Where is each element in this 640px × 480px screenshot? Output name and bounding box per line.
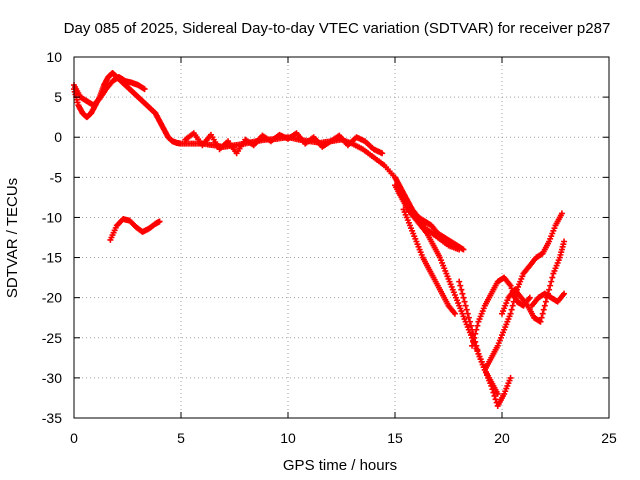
grid (74, 57, 609, 418)
chart-title: Day 085 of 2025, Sidereal Day-to-day VTE… (64, 20, 611, 37)
x-tick-label: 10 (280, 430, 296, 446)
series-recovery-c (499, 238, 568, 325)
y-tick-label: 5 (54, 89, 62, 105)
data-point (538, 314, 545, 321)
data-point (548, 278, 555, 285)
data-point (526, 294, 533, 301)
data-point (537, 318, 544, 325)
data-point (474, 346, 481, 353)
data-point (471, 334, 478, 341)
x-tick-label: 15 (387, 430, 403, 446)
data-point (460, 246, 467, 253)
data-point (508, 306, 515, 313)
data-point (511, 294, 518, 301)
x-axis-label: GPS time / hours (283, 457, 397, 474)
series-ripple-mid (182, 130, 386, 157)
data-point (464, 310, 471, 317)
data-point (541, 302, 548, 309)
data-point (466, 318, 473, 325)
data-point (457, 282, 464, 289)
y-ticks: 10 5 0 -5 -10 -15 -20 -25 -30 -35 (42, 49, 609, 426)
y-tick-label: -35 (42, 410, 62, 426)
data-point (547, 282, 554, 289)
y-tick-label: -25 (42, 330, 62, 346)
data-point (467, 322, 474, 329)
data-point (507, 310, 514, 317)
data-point (456, 278, 463, 285)
data-point (469, 342, 476, 349)
data-point (492, 396, 499, 403)
data-points (71, 70, 568, 409)
data-point (473, 326, 480, 333)
data-point (141, 86, 148, 93)
data-point (542, 298, 549, 305)
y-axis-label: SDTVAR / TECUs (4, 178, 21, 298)
data-point (546, 286, 553, 293)
y-tick-label: -15 (42, 250, 62, 266)
data-point (474, 322, 481, 329)
x-tick-label: 20 (494, 430, 510, 446)
data-point (561, 290, 568, 297)
data-point (489, 386, 496, 393)
x-tick-label: 0 (70, 430, 78, 446)
series-upper-early (71, 74, 148, 109)
series-late-branch-b (400, 206, 458, 317)
y-tick-label: -5 (50, 169, 63, 185)
data-point (488, 382, 495, 389)
data-point (507, 374, 514, 381)
data-point (491, 392, 498, 399)
data-point (549, 274, 556, 281)
data-point (461, 298, 468, 305)
data-point (472, 330, 479, 337)
series-trough (456, 278, 514, 409)
y-tick-label: -20 (42, 290, 62, 306)
x-tick-label: 5 (177, 430, 185, 446)
data-point (561, 238, 568, 245)
data-point (458, 286, 465, 293)
data-point (510, 298, 517, 305)
y-tick-label: 0 (54, 129, 62, 145)
data-point (540, 306, 547, 313)
data-point (156, 218, 163, 225)
series-recovery-d (528, 290, 568, 309)
x-tick-label: 25 (601, 430, 617, 446)
data-point (539, 310, 546, 317)
data-point (459, 290, 466, 297)
y-tick-label: -30 (42, 370, 62, 386)
series-late-branch-c (396, 190, 467, 253)
data-point (509, 302, 516, 309)
y-tick-label: -10 (42, 209, 62, 225)
data-point (490, 389, 497, 396)
data-point (558, 210, 565, 217)
data-point (460, 294, 467, 301)
data-point (465, 314, 472, 321)
series-recovery-a (469, 274, 533, 349)
y-tick-label: 10 (46, 49, 62, 65)
data-point (463, 306, 470, 313)
x-ticks: 0 5 10 15 20 25 (70, 57, 617, 446)
series-isolated-arc (107, 216, 163, 243)
data-point (462, 302, 469, 309)
plot-frame (73, 56, 610, 419)
data-point (379, 150, 386, 157)
data-point (451, 310, 458, 317)
data-point (470, 338, 477, 345)
data-point (494, 390, 501, 397)
